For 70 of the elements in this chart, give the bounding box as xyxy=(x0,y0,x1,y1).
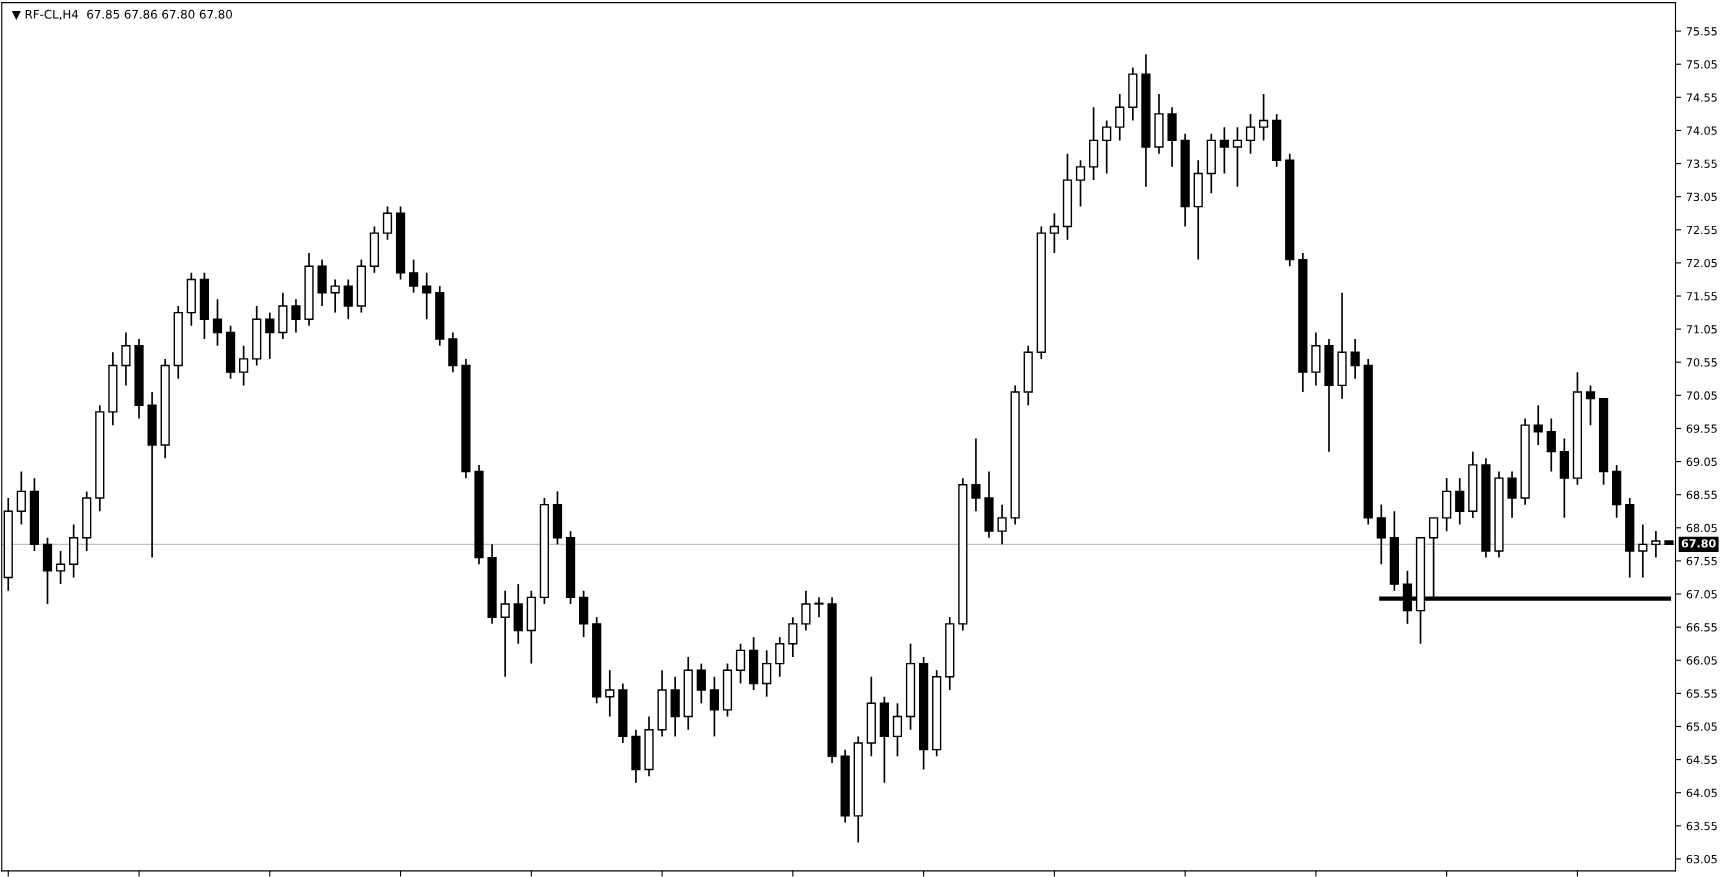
candlestick xyxy=(343,278,353,321)
y-tick-label: 63.55 xyxy=(1686,821,1717,831)
candlestick xyxy=(409,258,419,294)
y-tick-label: 71.55 xyxy=(1686,292,1717,301)
y-tick-label: 69.05 xyxy=(1686,457,1717,466)
candlestick xyxy=(696,662,706,705)
candlestick xyxy=(801,589,811,632)
y-tick-label: 75.55 xyxy=(1686,27,1717,36)
candlestick xyxy=(1455,477,1465,526)
candlestick xyxy=(1049,212,1059,254)
y-tick-label: 70.55 xyxy=(1686,358,1717,367)
y-tick-label: 63.05 xyxy=(1686,854,1717,864)
candlestick xyxy=(775,636,785,678)
candlestick xyxy=(121,331,131,387)
candlestick xyxy=(788,616,798,658)
y-tick-label: 73.05 xyxy=(1686,192,1717,202)
y-tick-label: 72.05 xyxy=(1686,258,1717,268)
candlestick xyxy=(1075,159,1086,208)
candlestick xyxy=(1651,530,1661,559)
y-tick-label: 65.05 xyxy=(1686,722,1717,731)
candlestick xyxy=(1507,470,1517,519)
y-tick-label: 75.05 xyxy=(1686,60,1717,69)
candlestick xyxy=(814,596,824,619)
candlestick xyxy=(1219,126,1229,175)
candlestick xyxy=(422,272,432,321)
candlestick xyxy=(382,205,393,241)
candlestick xyxy=(605,669,615,718)
y-tick-label: 64.55 xyxy=(1686,755,1717,764)
candlestick xyxy=(265,311,275,360)
candlestick xyxy=(291,298,301,334)
candlestick xyxy=(997,503,1007,546)
y-tick-label: 66.55 xyxy=(1686,623,1717,632)
candlestick xyxy=(1546,417,1556,473)
candlestick xyxy=(239,344,249,387)
candlestick xyxy=(212,298,223,347)
candlestick xyxy=(1115,93,1125,142)
candlestick xyxy=(735,642,746,685)
ref-line-label: 67.80 xyxy=(1681,539,1716,548)
y-tick-label: 74.05 xyxy=(1686,126,1717,135)
candlestick xyxy=(1350,338,1360,380)
candlestick xyxy=(1102,119,1112,175)
candlestick xyxy=(892,702,903,758)
candlestick xyxy=(709,675,720,738)
candlestick xyxy=(1533,404,1543,446)
y-tick-label: 67.05 xyxy=(1686,590,1717,599)
candlestick xyxy=(1376,503,1386,566)
y-tick-label: 68.55 xyxy=(1686,490,1717,500)
candlestick xyxy=(1232,126,1243,188)
candlestick xyxy=(1258,93,1269,142)
y-tick-label: 65.55 xyxy=(1686,689,1717,698)
y-tick-label: 71.05 xyxy=(1686,325,1717,334)
candlestick xyxy=(1245,113,1256,155)
candlestick xyxy=(330,278,340,314)
y-tick-label: 67.55 xyxy=(1686,556,1717,566)
y-tick-label: 66.05 xyxy=(1686,656,1717,665)
y-tick-label: 72.55 xyxy=(1686,225,1717,235)
candlestick xyxy=(16,470,26,526)
candlestick xyxy=(55,550,66,585)
y-tick-label: 70.05 xyxy=(1686,391,1717,400)
candlestick xyxy=(500,589,510,678)
y-tick-label: 68.05 xyxy=(1686,523,1717,533)
candlestick xyxy=(1585,384,1596,426)
candlestick xyxy=(1638,523,1648,579)
y-tick-label: 74.55 xyxy=(1686,93,1717,102)
y-tick-label: 69.55 xyxy=(1686,424,1717,433)
y-tick-label: 64.05 xyxy=(1686,788,1717,798)
candlestick xyxy=(762,649,772,698)
text: ▼ RF-CL,H4 67.85 67.86 67.80 67.80 xyxy=(11,9,232,20)
candlestick xyxy=(971,437,981,513)
y-tick-label: 73.55 xyxy=(1686,159,1717,168)
